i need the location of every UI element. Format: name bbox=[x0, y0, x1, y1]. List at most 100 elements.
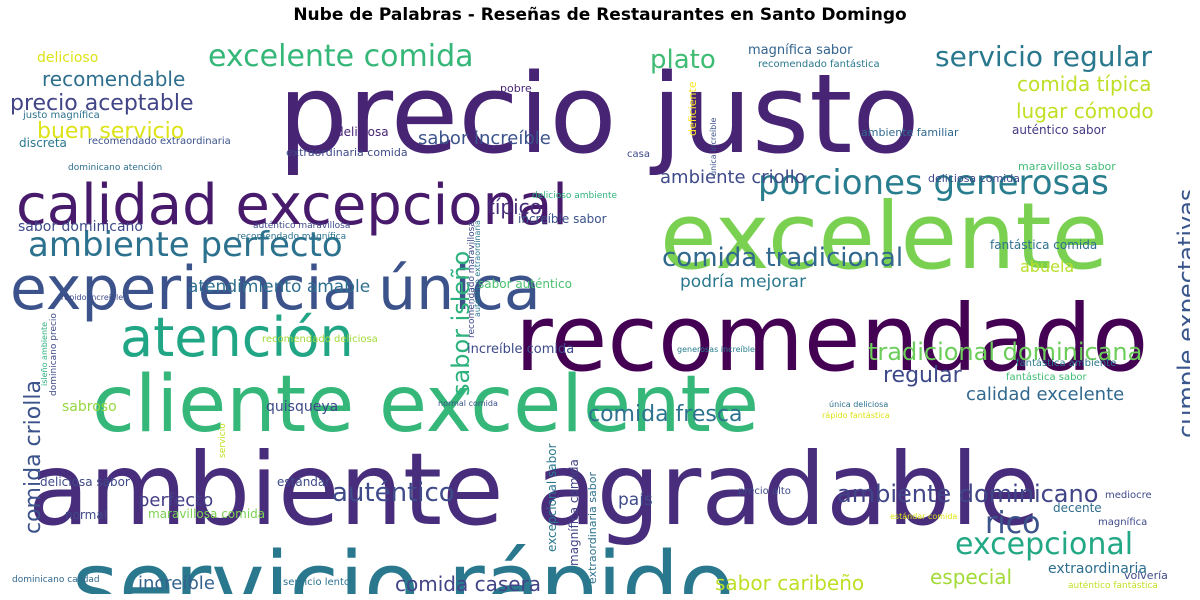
cloud-word: increíble sabor bbox=[518, 212, 607, 226]
cloud-word: delicioso ambiente bbox=[532, 191, 618, 201]
cloud-word: recomendable bbox=[42, 67, 185, 91]
cloud-word: ambiente criollo bbox=[660, 167, 806, 188]
cloud-word: maravillosa comida bbox=[148, 507, 265, 521]
cloud-word: excelente bbox=[660, 183, 1108, 290]
cloud-word: recomendado bbox=[515, 285, 1148, 392]
cloud-word: magnífica sabor bbox=[748, 43, 853, 58]
cloud-word: servicio regular bbox=[935, 40, 1152, 73]
cloud-word: maravillosa sabor bbox=[1018, 160, 1116, 173]
cloud-word: extraordinaria sabor bbox=[586, 472, 599, 584]
cloud-word: país bbox=[618, 490, 653, 510]
cloud-word: especial bbox=[930, 565, 1012, 589]
cloud-word: atendimiento amable bbox=[188, 277, 370, 297]
cloud-word: calidad excepcional bbox=[16, 173, 568, 238]
cloud-word: única deliciosa bbox=[829, 400, 888, 409]
cloud-word: pobre bbox=[500, 82, 532, 95]
cloud-word: fantástica comida bbox=[990, 238, 1097, 252]
cloud-word: servicio lento bbox=[283, 577, 350, 588]
cloud-word: precio aceptable bbox=[10, 91, 194, 116]
cloud-word: única increíble bbox=[709, 118, 718, 176]
cloud-word: auténtico fantástica bbox=[1068, 580, 1158, 591]
cloud-word: precio justo bbox=[278, 50, 920, 178]
cloud-word: volvería bbox=[1124, 569, 1168, 582]
cloud-word: precio alto bbox=[738, 486, 791, 497]
cloud-word: dominicano atención bbox=[68, 162, 162, 173]
cloud-word: cumple expectativas bbox=[1173, 189, 1190, 438]
cloud-word: justo magnífica bbox=[22, 109, 100, 121]
cloud-word: ambiente dominicano bbox=[837, 480, 1098, 508]
cloud-word: estándar bbox=[277, 475, 330, 489]
cloud-word: magnífica bbox=[1098, 516, 1147, 528]
cloud-word: ambiente perfecto bbox=[28, 225, 343, 265]
cloud-word: rico bbox=[985, 506, 1041, 541]
cloud-word: isleño ambiente bbox=[40, 322, 49, 386]
cloud-word: discreta bbox=[19, 136, 67, 150]
cloud-word: servicio bbox=[218, 423, 228, 458]
cloud-word: auténtico sabor bbox=[1012, 123, 1106, 137]
cloud-word: extraordinaria bbox=[1048, 561, 1147, 577]
cloud-word: experiencia única bbox=[10, 254, 541, 324]
cloud-word: rápido increíble bbox=[61, 293, 123, 302]
cloud-word: comida casera bbox=[395, 572, 541, 594]
cloud-word: casa bbox=[627, 149, 650, 160]
cloud-word: fantástica sabor bbox=[1006, 371, 1088, 383]
cloud-word: excepcional sabor bbox=[545, 443, 559, 552]
cloud-word: calidad excelente bbox=[966, 384, 1124, 405]
cloud-word: sabor increíble bbox=[418, 128, 551, 149]
cloud-word: increíble bbox=[138, 573, 215, 594]
cloud-word: auténtico bbox=[332, 478, 455, 508]
cloud-word: normal bbox=[65, 508, 107, 522]
cloud-word: mediocre bbox=[1105, 490, 1152, 501]
cloud-word: recomendado fantástica bbox=[758, 58, 880, 70]
cloud-word: perfecto bbox=[138, 490, 213, 511]
cloud-word: generosas increíble bbox=[677, 345, 755, 354]
cloud-word: comida criolla bbox=[21, 380, 46, 534]
cloud-word: buen servicio bbox=[37, 119, 184, 144]
cloud-word: deliciosa sabor bbox=[40, 475, 130, 489]
cloud-word: plato bbox=[650, 45, 716, 75]
cloud-word: excepcional bbox=[955, 527, 1133, 562]
cloud-word: delicioso bbox=[37, 50, 98, 66]
cloud-word: sabor dominicano bbox=[18, 219, 143, 235]
cloud-word: regular bbox=[883, 363, 963, 388]
cloud-word: fantástica ambiente bbox=[1016, 357, 1116, 369]
cloud-word: comida típica bbox=[1017, 72, 1151, 96]
cloud-word: dominicano calidad bbox=[12, 575, 100, 585]
cloud-word: ambiente familiar bbox=[861, 126, 959, 139]
cloud-word: sabroso bbox=[62, 399, 117, 415]
cloud-word: típico bbox=[487, 195, 542, 219]
cloud-word: sabor isleño bbox=[447, 251, 475, 396]
cloud-word: servicio rápido bbox=[72, 533, 734, 594]
cloud-word: tradicional dominicana bbox=[868, 338, 1142, 366]
cloud-word: auténtico extraordinaria bbox=[472, 220, 482, 317]
cloud-word: increíble comida bbox=[467, 342, 574, 357]
cloud-word: porciones generosas bbox=[758, 163, 1109, 203]
cloud-word: abuela bbox=[1020, 257, 1074, 276]
cloud-word: sabor caribeño bbox=[715, 571, 864, 594]
cloud-word: atención bbox=[120, 306, 354, 369]
cloud-word: ambiente agradable bbox=[28, 431, 1040, 548]
cloud-word: deliciosa bbox=[336, 125, 389, 139]
cloud-word: comida fresca bbox=[588, 402, 742, 427]
cloud-word: normal comida bbox=[438, 399, 498, 408]
cloud-word: recomendado deliciosa bbox=[262, 334, 378, 345]
cloud-word: recomendado maravillosa bbox=[467, 221, 477, 338]
cloud-word: extraordinaria comida bbox=[286, 146, 408, 159]
cloud-word: lugar cómodo bbox=[1016, 99, 1154, 123]
cloud-word: estándar comida bbox=[890, 512, 957, 521]
cloud-word: excelente comida bbox=[208, 39, 474, 74]
cloud-word: recomendado extraordinaria bbox=[88, 136, 231, 147]
cloud-word: recomendado magnífica bbox=[237, 232, 346, 242]
cloud-word: deliciosa comida bbox=[928, 172, 1020, 185]
cloud-word: decente bbox=[1053, 501, 1102, 515]
cloud-word: magnífica comida bbox=[567, 459, 581, 566]
cloud-word: cliente excelente bbox=[92, 360, 759, 450]
chart-title: Nube de Palabras - Reseñas de Restaurant… bbox=[293, 5, 907, 25]
cloud-word: podría mejorar bbox=[680, 272, 806, 292]
cloud-word: rápido fantástica bbox=[822, 411, 890, 420]
cloud-word: quisqueya bbox=[266, 399, 338, 415]
cloud-word: dominicano precio bbox=[49, 313, 59, 396]
cloud-word: deficiente bbox=[686, 81, 699, 136]
cloud-word: comida tradicional bbox=[662, 243, 903, 273]
